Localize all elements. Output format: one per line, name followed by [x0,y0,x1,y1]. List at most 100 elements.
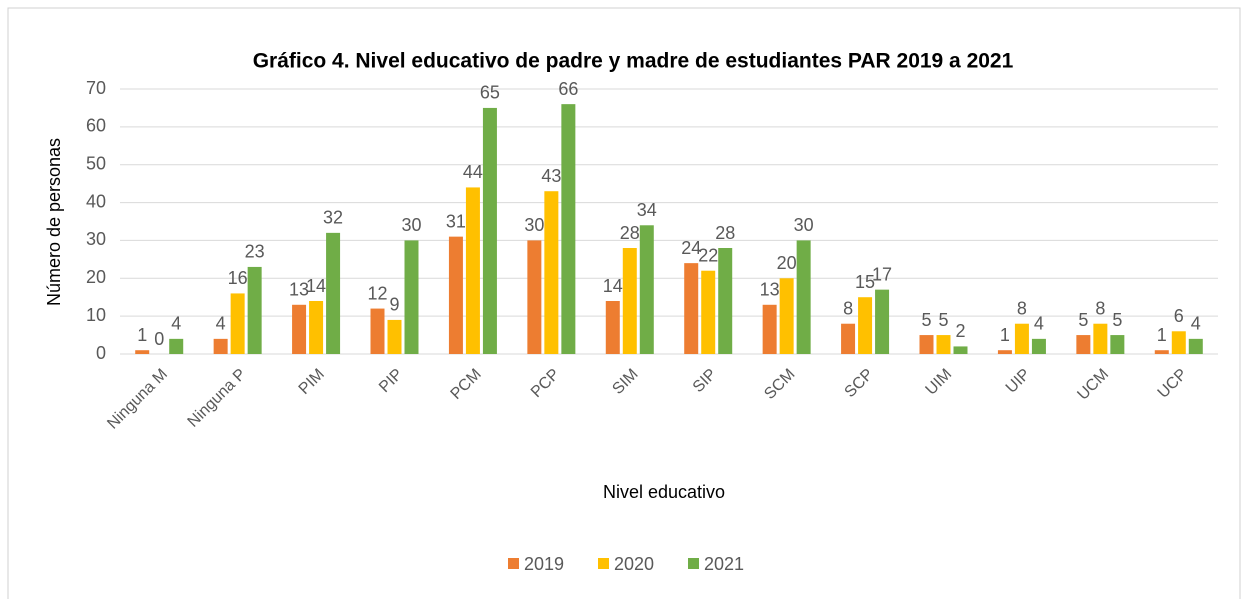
data-label: 4 [216,314,226,334]
y-tick-label: 30 [86,229,106,249]
legend-label: 2021 [704,554,744,574]
bar [169,338,184,354]
data-label: 15 [855,272,875,292]
data-label: 34 [637,200,657,220]
bar [561,104,576,355]
y-tick-label: 60 [86,116,106,136]
bar [544,191,559,354]
data-label: 1 [1157,325,1167,345]
data-label: 20 [777,253,797,273]
data-label: 2 [955,321,965,341]
bar [919,335,934,354]
y-axis-label: Número de personas [44,138,64,306]
bar [247,266,262,354]
data-label: 24 [681,238,701,258]
bar [622,248,637,354]
legend-swatch [508,558,519,569]
bar [448,236,463,354]
bar [639,225,654,354]
y-tick-label: 0 [96,343,106,363]
data-label: 5 [1112,310,1122,330]
bar [404,240,419,354]
data-label: 5 [921,310,931,330]
bar [1171,331,1186,354]
data-label: 16 [228,268,248,288]
data-label: 14 [306,276,326,296]
data-label: 30 [401,215,421,235]
data-label: 43 [541,166,561,186]
bar [292,304,307,354]
bar [997,350,1012,354]
bar [953,346,968,354]
legend-label: 2020 [614,554,654,574]
data-label: 0 [154,329,164,349]
data-label: 8 [1095,298,1105,318]
x-axis-label: Nivel educativo [603,482,725,502]
bar [1031,338,1046,354]
bar [718,248,733,354]
data-label: 1 [137,325,147,345]
legend-label: 2019 [524,554,564,574]
bar [482,107,497,354]
data-label: 5 [938,310,948,330]
bar [465,187,480,354]
y-tick-label: 20 [86,267,106,287]
bar [762,304,777,354]
bar [605,301,620,354]
data-label: 13 [289,280,309,300]
data-label: 28 [620,223,640,243]
y-tick-label: 40 [86,191,106,211]
data-label: 32 [323,208,343,228]
bar [841,323,856,354]
y-tick-label: 50 [86,153,106,173]
data-label: 66 [558,79,578,99]
bar [701,270,716,354]
bar [1076,335,1091,354]
data-label: 13 [760,280,780,300]
y-tick-label: 10 [86,305,106,325]
data-label: 4 [1191,314,1201,334]
data-label: 8 [843,298,853,318]
bar [858,297,873,354]
data-label: 30 [794,215,814,235]
data-label: 4 [171,314,181,334]
bar [779,278,794,354]
data-label: 6 [1174,306,1184,326]
bar [527,240,542,354]
bar [875,289,890,354]
y-tick-label: 70 [86,78,106,98]
bar [1093,323,1108,354]
bar [135,350,150,354]
data-label: 17 [872,264,892,284]
data-label: 1 [1000,325,1010,345]
bar [309,301,324,354]
data-label: 12 [367,283,387,303]
data-label: 4 [1034,314,1044,334]
bar [796,240,811,354]
data-label: 14 [603,276,623,296]
data-label: 30 [524,215,544,235]
bar [1110,335,1125,354]
bar [684,263,699,354]
bar [370,308,385,354]
bar [213,338,228,354]
bar [1188,338,1203,354]
data-label: 9 [389,295,399,315]
legend-swatch [598,558,609,569]
bar [1154,350,1169,354]
data-label: 8 [1017,298,1027,318]
data-label: 5 [1078,310,1088,330]
legend-swatch [688,558,699,569]
bar [326,232,341,354]
bar [1014,323,1029,354]
data-label: 44 [463,162,483,182]
data-label: 23 [245,242,265,262]
bar [387,319,402,354]
data-label: 31 [446,211,466,231]
data-label: 28 [715,223,735,243]
bar [936,335,951,354]
data-label: 65 [480,83,500,103]
data-label: 22 [698,245,718,265]
chart-title: Gráfico 4. Nivel educativo de padre y ma… [253,50,1014,73]
